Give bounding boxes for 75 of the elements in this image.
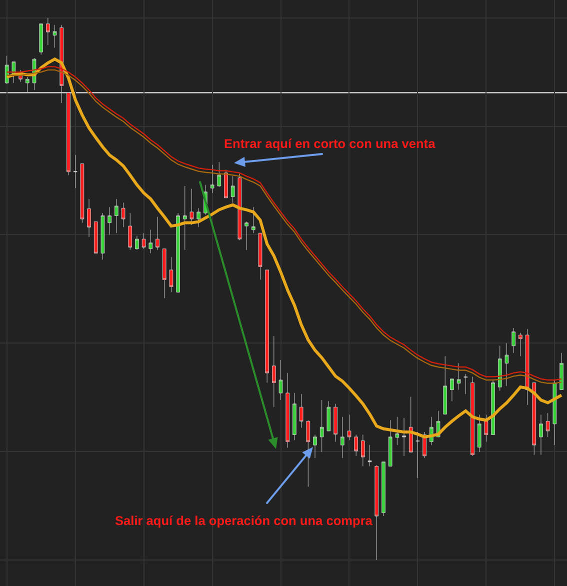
candlestick [182,186,187,250]
candlestick [108,206,112,235]
candlestick [477,414,482,452]
candlestick [532,382,536,456]
candlestick [52,24,57,48]
candlestick [361,434,365,466]
candlestick [87,198,91,238]
candlestick [265,270,269,383]
candlestick [470,376,474,456]
candlestick [286,372,290,448]
candlestick [176,212,180,292]
candlestick [210,164,214,194]
candlestick [491,380,495,436]
candlestick [416,432,420,478]
candlestick [278,360,283,400]
candlestick [450,378,454,402]
candlestick [498,346,502,392]
candlestick [402,418,406,456]
candlestick [388,420,392,466]
candlestick [224,169,228,198]
candlestick [504,342,509,386]
candlestick [156,216,160,250]
candlestick [169,256,174,292]
candlestick [326,400,331,432]
candlestick [142,232,146,250]
candlestick [238,172,242,240]
candlestick [128,212,132,250]
candlestick [39,24,44,55]
candlestick [320,400,324,452]
annotation: Entrar aquí en corto con una venta [224,136,436,151]
candlestick [100,212,105,260]
candlestick [456,362,461,390]
candlestick [135,236,139,250]
candlestick [518,332,522,356]
candlestick [66,92,70,176]
candlestick [121,202,126,228]
candlestick [299,394,304,428]
candlestick [347,414,352,440]
candlestick [272,336,276,408]
candlestick [190,188,194,226]
candlestick [94,221,98,254]
candlestick [162,248,166,298]
candlestick [217,162,222,188]
candlestick [546,412,550,438]
candlestick [306,420,310,488]
candlestick [230,176,235,203]
candlestick [334,404,338,442]
candlestick [512,328,516,354]
candlestick [148,230,153,254]
candlestick [374,464,379,560]
candlestick [46,18,50,46]
candlestick [560,352,564,390]
candlestick [73,154,78,188]
annotation: Salir aquí de la operación con una compra [115,513,374,528]
candlestick [258,232,262,280]
candlestick [464,374,468,394]
candlestick [25,76,30,93]
candlestick [244,221,248,250]
candlestick [368,444,372,466]
candlestick [395,416,400,446]
candlestick [382,462,386,516]
candlestick [313,434,317,458]
candlestick [539,414,543,456]
candlestick [12,62,16,84]
candlestick [251,206,256,234]
candlestick [525,328,530,406]
candlestick [80,163,84,224]
candlestick [354,434,358,456]
candlestick [292,392,296,440]
candlestick [196,208,201,228]
candlestick [484,414,488,442]
candlestick [340,416,344,458]
candlestick [114,198,118,234]
candlestick [443,356,448,414]
candlestick [4,56,9,84]
